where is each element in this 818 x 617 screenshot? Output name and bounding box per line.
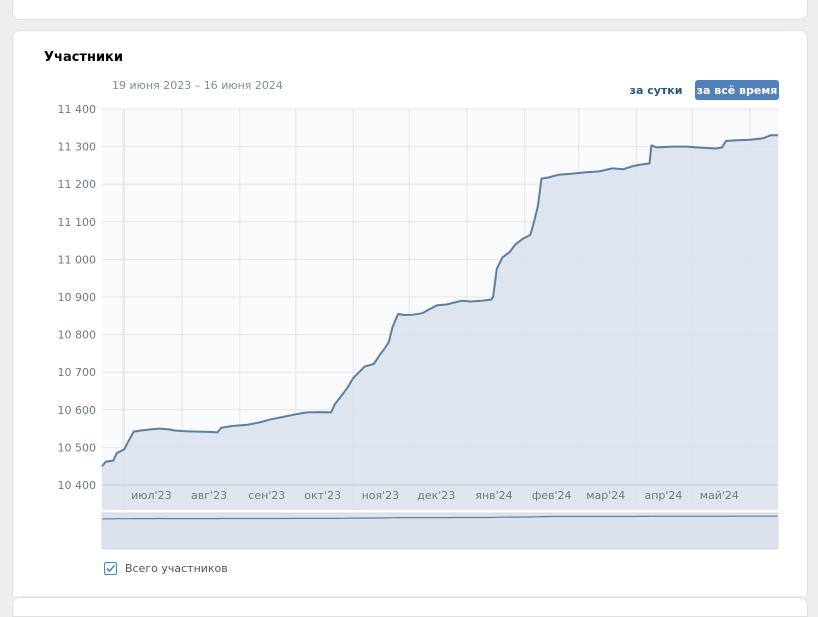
x-tick-label: апр'24 [644,489,682,502]
y-tick-label: 10 800 [58,329,97,342]
navigator-frame [101,512,779,550]
x-tick-label: май'24 [700,489,739,502]
period-all-time-button[interactable]: за всё время [695,80,779,100]
x-tick-label: окт'23 [304,489,341,502]
y-tick-label: 11 400 [58,103,97,116]
legend-toggle-total-members[interactable]: Всего участников [104,560,228,576]
checkmark-icon [106,564,116,572]
legend-label: Всего участников [125,561,228,575]
x-tick-label: фев'24 [532,489,572,502]
series-line [101,134,778,467]
y-tick-label: 10 500 [58,441,97,454]
panel-title: Участники [44,50,123,65]
y-tick-label: 10 700 [58,366,97,379]
period-day-button[interactable]: за сутки [629,83,683,97]
x-tick-label: янв'24 [475,489,512,502]
x-tick-label: ноя'23 [362,489,400,502]
y-tick-label: 11 100 [58,216,97,229]
x-tick-label: мар'24 [586,489,625,502]
x-tick-label: авг'23 [191,489,227,502]
y-tick-label: 10 400 [58,479,97,492]
previous-card-edge [12,0,808,20]
date-range-label: 19 июня 2023 – 16 июня 2024 [112,79,283,92]
y-tick-label: 11 300 [58,141,97,154]
navigator-line [101,515,778,520]
x-tick-label: дек'23 [417,489,455,502]
y-tick-label: 10 600 [58,404,97,417]
series-area [102,135,778,511]
x-tick-label: сен'23 [248,489,285,502]
y-tick-label: 11 000 [58,253,97,266]
x-tick-label: июл'23 [131,489,171,502]
y-tick-label: 11 200 [58,178,97,191]
y-tick-label: 10 900 [58,291,97,304]
checkbox[interactable] [104,561,117,575]
